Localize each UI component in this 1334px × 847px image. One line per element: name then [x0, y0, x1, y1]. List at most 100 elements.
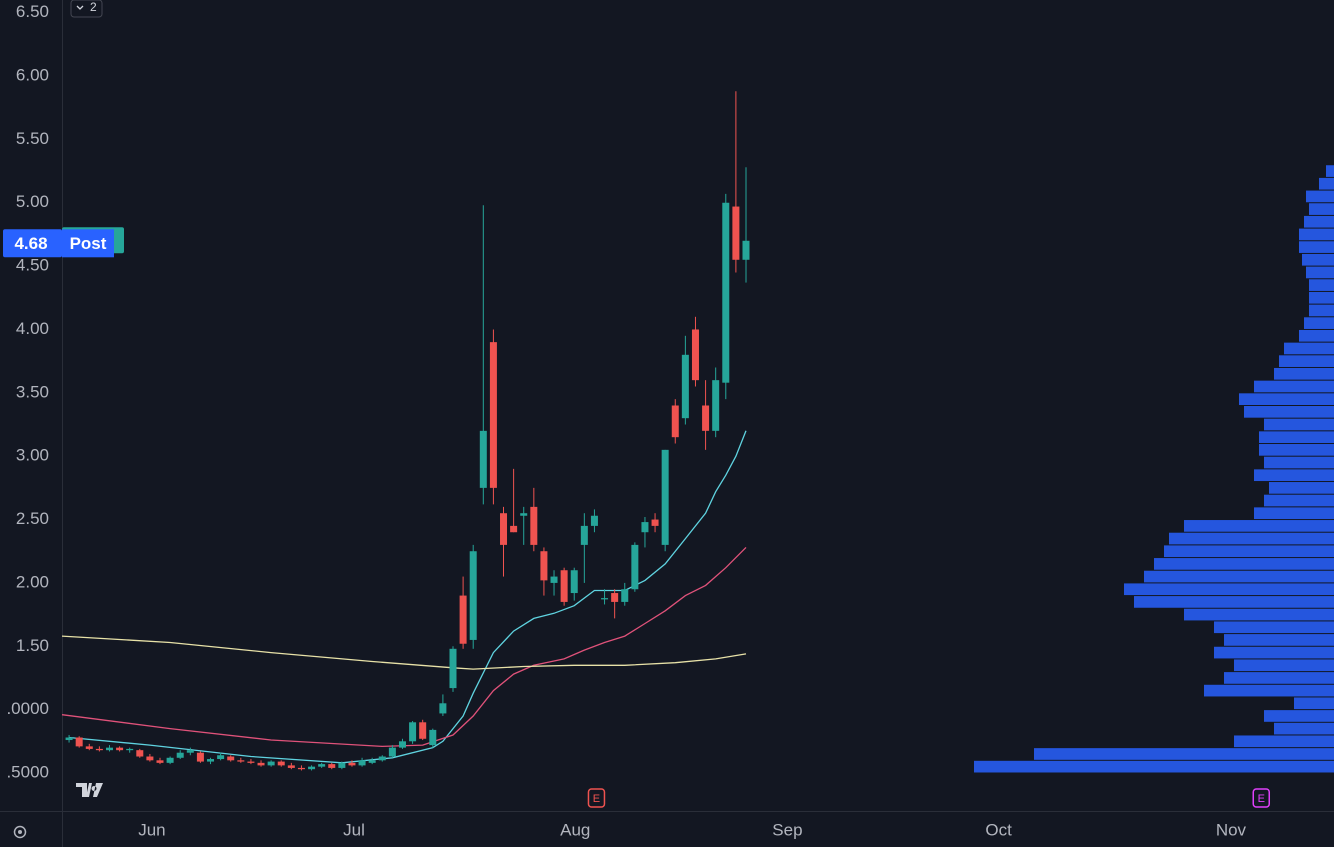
profile-bar	[1294, 697, 1334, 710]
candle-body	[621, 589, 629, 602]
candle-body	[742, 240, 750, 260]
y-tick-label: 5.00	[16, 192, 49, 211]
profile-bar	[1304, 317, 1334, 329]
profile-bar	[1224, 672, 1334, 684]
candle-body	[631, 544, 639, 590]
profile-bar	[1259, 444, 1334, 456]
event-marker[interactable]	[587, 788, 606, 808]
candle-body	[227, 756, 235, 761]
axes: 6.506.005.505.004.504.003.503.002.502.00…	[6, 2, 1271, 839]
candle-body	[409, 722, 417, 742]
profile-bar	[1279, 355, 1334, 367]
profile-bar	[1319, 177, 1334, 190]
y-tick-label: 2.50	[16, 509, 49, 528]
y-tick-label: 4.50	[16, 256, 49, 275]
profile-bar	[1184, 520, 1334, 532]
candle-body	[358, 760, 366, 766]
logo	[76, 783, 103, 797]
candle-body	[378, 756, 386, 761]
candle-body	[601, 598, 609, 600]
candle-body	[217, 755, 225, 760]
profile-bar	[1306, 266, 1334, 279]
candle-body	[196, 752, 204, 762]
candle-body	[540, 551, 548, 581]
candle-body	[570, 570, 578, 594]
profile-bar	[1184, 608, 1334, 621]
logo-mark	[76, 783, 103, 797]
profile-bar	[1309, 279, 1334, 291]
candle-body	[479, 430, 487, 488]
candle-body	[126, 748, 134, 751]
candle-body	[156, 760, 164, 763]
x-tick-label: Sep	[772, 820, 802, 839]
candle-body	[287, 765, 295, 768]
candle-body	[429, 729, 437, 746]
y-tick-label: 6.00	[16, 66, 49, 85]
candle-body	[368, 760, 376, 763]
candle-body	[297, 767, 305, 770]
profile-bar	[1309, 291, 1334, 304]
x-tick-label: Oct	[985, 820, 1012, 839]
profile-bar	[1124, 583, 1334, 596]
y-tick-label: 6.50	[16, 2, 49, 21]
gear-outline	[13, 825, 27, 839]
y-tick-label: 3.50	[16, 382, 49, 401]
y-tick-label: 1.50	[16, 636, 49, 655]
candle-body	[308, 766, 316, 770]
profile-bar	[1134, 596, 1334, 608]
profile-bar	[1224, 634, 1334, 646]
profile-bar	[1299, 329, 1334, 342]
candle-body	[459, 595, 467, 644]
candle-body	[176, 752, 184, 758]
candle-body	[712, 380, 720, 431]
profile-bar	[1306, 190, 1334, 203]
profile-bar	[1299, 241, 1334, 253]
event-label: E	[1258, 793, 1265, 805]
profile-bar	[1239, 393, 1334, 405]
candle-body	[398, 741, 406, 748]
candle-body	[105, 747, 113, 751]
profile-bar	[1254, 469, 1334, 482]
candle-body	[75, 737, 83, 747]
candle-body	[146, 756, 154, 761]
badge-box	[70, 0, 103, 18]
tag-label: Post	[70, 234, 107, 253]
candle-body	[520, 513, 528, 516]
candle-body	[489, 342, 497, 488]
profile-bar	[1254, 380, 1334, 393]
profile-bar	[1326, 165, 1334, 177]
y-tick-label: .5000	[6, 762, 49, 781]
settings-icon[interactable]	[13, 825, 27, 839]
candle-body	[267, 761, 275, 766]
profile-bar	[1214, 621, 1334, 634]
price-box	[3, 229, 62, 258]
candle-body	[590, 515, 598, 526]
profile-bar	[1299, 228, 1334, 241]
candle-body	[691, 329, 699, 381]
event-marker[interactable]	[1252, 788, 1271, 808]
profile-bar	[1234, 735, 1334, 748]
candle-body	[166, 757, 174, 763]
candle-body	[702, 405, 710, 431]
candle-body	[237, 760, 245, 762]
indicator-badge[interactable]: 2	[70, 0, 103, 18]
x-tick-label: Nov	[1216, 820, 1247, 839]
profile-bar	[1034, 748, 1334, 760]
candle-body	[338, 762, 346, 768]
candle-body	[85, 746, 93, 749]
candle-body	[530, 506, 538, 545]
x-tick-label: Jul	[343, 820, 365, 839]
candle-body	[681, 354, 689, 419]
candle-body	[65, 737, 73, 741]
price-label: 4.68	[14, 234, 47, 253]
candle-body	[388, 747, 396, 757]
candle-body	[671, 405, 679, 438]
candle-body	[186, 750, 194, 753]
candle-body	[277, 761, 285, 766]
gear-center	[18, 830, 22, 834]
profile-bar	[1302, 253, 1334, 266]
profile-bar	[1169, 532, 1334, 545]
